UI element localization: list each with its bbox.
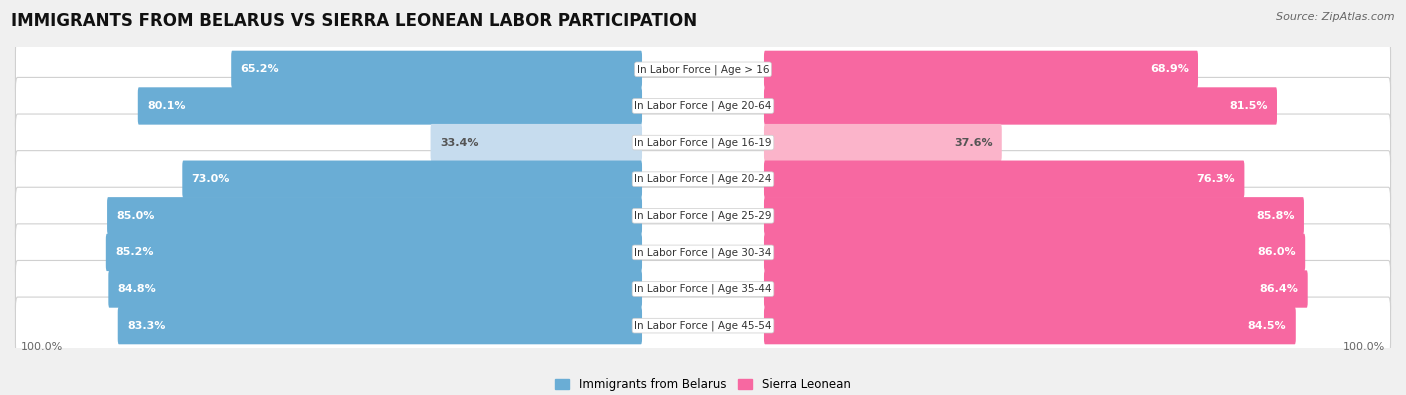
Text: 100.0%: 100.0% (21, 342, 63, 352)
FancyBboxPatch shape (15, 224, 1391, 281)
FancyBboxPatch shape (105, 234, 643, 271)
Text: In Labor Force | Age 16-19: In Labor Force | Age 16-19 (634, 137, 772, 148)
FancyBboxPatch shape (763, 270, 1308, 308)
Text: 85.2%: 85.2% (115, 247, 153, 258)
Text: 100.0%: 100.0% (1343, 342, 1385, 352)
FancyBboxPatch shape (15, 41, 1391, 98)
Text: In Labor Force | Age 20-24: In Labor Force | Age 20-24 (634, 174, 772, 184)
FancyBboxPatch shape (15, 260, 1391, 318)
Text: In Labor Force | Age 35-44: In Labor Force | Age 35-44 (634, 284, 772, 294)
Text: Source: ZipAtlas.com: Source: ZipAtlas.com (1277, 12, 1395, 22)
Text: 83.3%: 83.3% (127, 321, 166, 331)
Text: In Labor Force | Age 30-34: In Labor Force | Age 30-34 (634, 247, 772, 258)
Text: 81.5%: 81.5% (1229, 101, 1268, 111)
FancyBboxPatch shape (15, 297, 1391, 354)
FancyBboxPatch shape (763, 51, 1198, 88)
Text: IMMIGRANTS FROM BELARUS VS SIERRA LEONEAN LABOR PARTICIPATION: IMMIGRANTS FROM BELARUS VS SIERRA LEONEA… (11, 12, 697, 30)
Text: 84.5%: 84.5% (1249, 321, 1286, 331)
Text: 68.9%: 68.9% (1150, 64, 1188, 74)
Text: 65.2%: 65.2% (240, 64, 280, 74)
Text: 33.4%: 33.4% (440, 137, 478, 148)
FancyBboxPatch shape (763, 124, 1001, 161)
Text: 86.4%: 86.4% (1260, 284, 1298, 294)
Text: 76.3%: 76.3% (1197, 174, 1234, 184)
Text: In Labor Force | Age > 16: In Labor Force | Age > 16 (637, 64, 769, 75)
Text: 73.0%: 73.0% (191, 174, 231, 184)
FancyBboxPatch shape (15, 77, 1391, 135)
Text: In Labor Force | Age 25-29: In Labor Force | Age 25-29 (634, 211, 772, 221)
Legend: Immigrants from Belarus, Sierra Leonean: Immigrants from Belarus, Sierra Leonean (551, 373, 855, 395)
FancyBboxPatch shape (763, 87, 1277, 125)
Text: 37.6%: 37.6% (953, 137, 993, 148)
FancyBboxPatch shape (107, 197, 643, 235)
Text: 85.8%: 85.8% (1256, 211, 1295, 221)
Text: 80.1%: 80.1% (148, 101, 186, 111)
Text: In Labor Force | Age 20-64: In Labor Force | Age 20-64 (634, 101, 772, 111)
FancyBboxPatch shape (430, 124, 643, 161)
FancyBboxPatch shape (763, 197, 1303, 235)
Text: 84.8%: 84.8% (118, 284, 156, 294)
FancyBboxPatch shape (138, 87, 643, 125)
Text: In Labor Force | Age 45-54: In Labor Force | Age 45-54 (634, 320, 772, 331)
FancyBboxPatch shape (763, 234, 1305, 271)
Text: 86.0%: 86.0% (1257, 247, 1296, 258)
FancyBboxPatch shape (763, 307, 1296, 344)
FancyBboxPatch shape (183, 160, 643, 198)
Text: 85.0%: 85.0% (117, 211, 155, 221)
FancyBboxPatch shape (15, 187, 1391, 245)
FancyBboxPatch shape (108, 270, 643, 308)
FancyBboxPatch shape (15, 114, 1391, 171)
FancyBboxPatch shape (15, 150, 1391, 208)
FancyBboxPatch shape (118, 307, 643, 344)
FancyBboxPatch shape (231, 51, 643, 88)
FancyBboxPatch shape (763, 160, 1244, 198)
